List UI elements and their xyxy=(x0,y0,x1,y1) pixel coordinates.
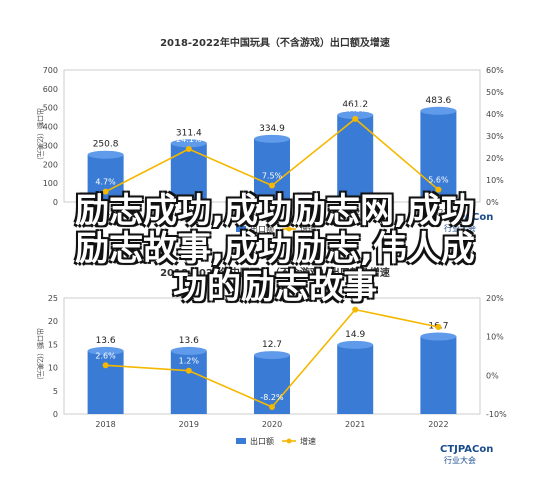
chart1-y-tick-left: 0 xyxy=(53,198,58,207)
chart1-legend-label-rate: 增速 xyxy=(300,224,316,234)
chart1-y-tick-right: 0% xyxy=(486,198,499,207)
chart2-y-tick-left: 0 xyxy=(53,410,58,419)
chart2-rate-point xyxy=(352,306,359,313)
chart2-bar-cap xyxy=(87,346,124,355)
chart1-logo-brand: CTJPACon xyxy=(440,212,493,223)
chart2-rate-label: 1.2% xyxy=(179,357,200,366)
chart2-y-tick-right: 0% xyxy=(486,371,499,380)
chart2-logo-sub: 行业大会 xyxy=(444,455,476,465)
chart1-y-tick-right: 50% xyxy=(486,88,504,97)
chart1-y-tick-left: 400 xyxy=(43,123,58,132)
chart1-rate-point xyxy=(269,182,275,189)
chart2-bar-cap xyxy=(420,332,457,341)
chart1-rate-point xyxy=(352,115,359,122)
chart2-rate-label: 2.6% xyxy=(95,351,116,360)
chart2-y-tick-left: 20 xyxy=(48,317,58,326)
chart2-legend-label-bar: 出口额 xyxy=(250,436,274,446)
chart1-bar xyxy=(254,138,290,202)
chart2-x-tick: 2019 xyxy=(179,420,199,429)
chart1-x-tick: 2019 xyxy=(179,208,199,217)
chart1-value-label: 311.4 xyxy=(176,128,202,138)
chart2-bar-cap xyxy=(254,351,290,360)
chart1-bar-cap xyxy=(170,139,207,148)
chart2-bar xyxy=(170,350,207,414)
chart1-bar-cap xyxy=(254,134,290,143)
chart1-rate-label: 5.6% xyxy=(428,176,449,185)
chart2-x-tick: 2022 xyxy=(428,420,448,429)
chart1-bar-cap xyxy=(337,111,374,120)
chart2-y-tick-right: -10% xyxy=(486,410,507,419)
chart1-y-tick-right: 10% xyxy=(486,176,504,185)
chart1-rate-label: 4.7% xyxy=(95,178,116,187)
chart1-value-label: 483.6 xyxy=(426,96,452,106)
chart2-rate-point xyxy=(102,362,109,369)
chart2-y-tick-left: 5 xyxy=(53,387,58,396)
chart1-value-label: 250.8 xyxy=(93,140,119,150)
chart1-value-label: 334.9 xyxy=(259,124,285,134)
chart1-x-tick: 2020 xyxy=(262,208,282,217)
chart2-y-tick-right: 10% xyxy=(486,333,504,342)
chart2-title: 2018-2022年中国玩具（不含游戏）出口额及增速 xyxy=(160,266,390,279)
chart1-y-tick-right: 40% xyxy=(486,110,504,119)
chart1-y-tick-left: 600 xyxy=(43,85,58,94)
chart1-x-tick: 2018 xyxy=(95,208,115,217)
chart1-y-tick-left: 500 xyxy=(43,104,58,113)
chart1-title: 2018-2022年中国玩具（不含游戏）出口额及增速 xyxy=(160,36,390,49)
chart1-bar-cap xyxy=(87,150,124,159)
chart1-value-label: 461.2 xyxy=(342,100,368,110)
chart1-rate-point xyxy=(102,188,109,195)
chart2-bar xyxy=(87,350,124,414)
chart1-legend-marker-rate xyxy=(286,226,292,232)
chart2-value-label: 12.7 xyxy=(262,340,282,350)
chart1-y-tick-right: 30% xyxy=(486,132,504,141)
chart2-rate-point xyxy=(269,404,275,411)
chart2-bar-cap xyxy=(337,340,374,349)
chart2-rate-point xyxy=(185,367,192,374)
chart2-x-tick: 2021 xyxy=(345,420,365,429)
chart1-rate-label: 7.5% xyxy=(262,172,283,181)
chart1-rate-point xyxy=(185,145,192,152)
chart2-value-label: 14.9 xyxy=(345,330,365,340)
chart2-logo-brand: CTJPACon xyxy=(440,444,493,455)
chart2-rate-label: -8.2% xyxy=(260,393,284,402)
chart2-value-label: 13.6 xyxy=(179,336,199,346)
chart1-x-tick: 2021 xyxy=(345,208,365,217)
chart2-rate-label: 12.5% xyxy=(426,313,452,322)
chart1-legend-swatch-bar xyxy=(236,226,246,232)
chart1-x-tick: 2022 xyxy=(428,208,448,217)
chart2-bar xyxy=(420,336,457,414)
chart2-y-axis-label: 出口额（亿美元） xyxy=(36,328,45,384)
chart2-bar xyxy=(337,344,374,414)
chart1-y-tick-right: 20% xyxy=(486,154,504,163)
chart2-legend-label-rate: 增速 xyxy=(300,436,316,446)
chart2-y-tick-left: 10 xyxy=(48,364,58,373)
chart2-bar-cap xyxy=(170,346,207,355)
chart2-legend-marker-rate xyxy=(286,438,292,444)
chart2-y-tick-left: 25 xyxy=(48,294,58,303)
chart1-bar-cap xyxy=(420,106,457,115)
chart2-rate-point xyxy=(435,324,442,330)
chart1-y-tick-left: 100 xyxy=(43,179,58,188)
chart2-x-tick: 2018 xyxy=(95,420,115,429)
chart2-legend-swatch-bar xyxy=(236,438,246,444)
chart1-legend-label-bar: 出口额 xyxy=(250,224,274,234)
chart1-rate-label: 37.8% xyxy=(342,105,368,114)
chart2-x-tick: 2020 xyxy=(262,420,282,429)
chart1-bar xyxy=(170,143,207,202)
chart1-y-axis-label: 出口额（亿美元） xyxy=(36,108,45,164)
chart2-y-tick-right: 20% xyxy=(486,294,504,303)
chart1-rate-point xyxy=(435,186,442,193)
chart1-y-tick-right: 60% xyxy=(486,66,504,75)
chart1-logo-sub: 行业大会 xyxy=(444,223,476,233)
chart1-y-tick-left: 200 xyxy=(43,160,58,169)
chart2-y-tick-left: 15 xyxy=(48,340,58,349)
chart2-value-label: 13.6 xyxy=(96,336,116,346)
chart1-y-tick-left: 300 xyxy=(43,141,58,150)
chart1-y-tick-left: 700 xyxy=(43,66,58,75)
chart1-rate-label: 24.1% xyxy=(176,135,202,144)
